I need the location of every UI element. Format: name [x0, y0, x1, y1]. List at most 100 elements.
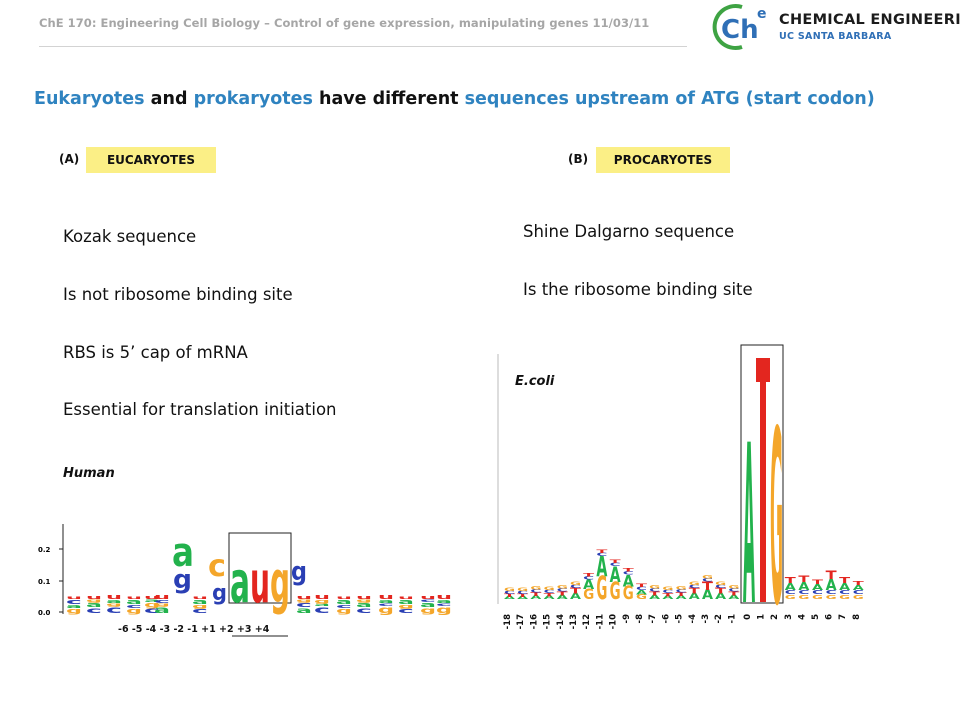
logo-letter: a: [356, 601, 374, 609]
logo-letter: c: [106, 605, 122, 616]
logo-letter: T: [676, 592, 689, 598]
panel-b-line: Is the ribosome binding site: [523, 280, 753, 299]
logo-letter: A: [557, 594, 569, 601]
logo-letter: g: [86, 598, 103, 603]
logo-letter: C: [798, 590, 809, 596]
x-tick-label: -1: [727, 614, 737, 624]
x-tick-label: -16: [529, 614, 539, 629]
logo-letter: g: [378, 605, 394, 616]
logo-letter: G: [570, 581, 583, 586]
logo-letter: G: [770, 379, 783, 659]
logo-letter: A: [798, 580, 810, 593]
logo-letter: A: [544, 595, 556, 601]
logo-letter: a: [144, 598, 162, 603]
logo-letter: u: [296, 595, 313, 601]
logo-letter: C: [636, 586, 647, 591]
logo-letter: C: [544, 589, 555, 594]
x-tick-label: -17: [516, 614, 526, 629]
x-tick-label: -10: [609, 614, 619, 629]
logo-letter: u: [106, 593, 123, 601]
logo-letter: g: [106, 602, 123, 607]
logo-letter: G: [728, 585, 741, 590]
logo-letter: T: [530, 592, 543, 598]
logo-letter: c: [398, 607, 414, 615]
logo-letter: G: [798, 595, 810, 601]
panel-a-letter: (A): [59, 152, 80, 166]
logo-letter: g: [420, 605, 437, 615]
title-part: Eukaryotes: [34, 89, 145, 109]
panel-a-line: Is not ribosome binding site: [63, 285, 293, 304]
title-part: have different: [312, 89, 465, 109]
x-tick-label: -11: [595, 614, 605, 629]
logo-letter: G: [649, 585, 662, 590]
logo-letter: g: [336, 607, 353, 615]
logo-letter: g: [66, 607, 83, 615]
x-tick-label: -3: [701, 614, 711, 624]
logo-letter: g: [314, 599, 331, 605]
logo-letter: A: [785, 582, 797, 593]
x-tick-label: 2: [770, 614, 780, 620]
che-logo-mark: Ch e: [712, 4, 767, 50]
x-tick-label: -2: [714, 614, 724, 624]
logo-letter: u: [250, 548, 270, 616]
logo-letter: A: [583, 578, 594, 593]
logo-letter: g: [398, 604, 415, 610]
logo-letter: u: [398, 595, 415, 600]
logo-letter: T: [785, 576, 798, 585]
x-axis-labels: -6 -5 -4 -3 -2 -1 +1 +2 +3 +4: [118, 624, 270, 635]
logo-letter: A: [504, 595, 518, 600]
logo-letter: c: [296, 601, 312, 609]
logo-letter: G: [689, 581, 702, 586]
logo-letter: C: [530, 588, 541, 593]
logo-letter: T: [504, 593, 516, 598]
logo-letter: G: [610, 576, 621, 605]
logo-superscript: e: [757, 6, 767, 22]
logo-letter: c: [144, 605, 161, 615]
x-tick-label: 6: [825, 614, 835, 620]
logo-letter: c: [436, 602, 456, 607]
logo-letter: a: [230, 548, 250, 616]
x-tick-label: 5: [811, 614, 821, 620]
x-tick-label: -8: [635, 614, 645, 624]
logo-letter: C: [610, 562, 621, 567]
logo-letter: C: [826, 590, 837, 596]
logo-letter: A: [728, 594, 740, 601]
logo-letter: G: [623, 583, 634, 604]
logo-letter: g: [192, 604, 209, 610]
logo-letter: G: [517, 587, 530, 592]
x-tick-label: -7: [648, 614, 658, 624]
logo-letter: c: [192, 607, 208, 615]
logo-letter: T: [544, 592, 555, 598]
logo-letter: T: [570, 587, 583, 596]
logo-letter: c: [420, 598, 440, 603]
logo-letter: T: [649, 592, 661, 598]
logo-department-name: CHEMICAL ENGINEERING: [779, 12, 960, 28]
logo-letter: G: [504, 587, 517, 592]
logo-letter: A: [610, 563, 621, 588]
panel-b-badge: PROCARYOTES: [596, 147, 730, 173]
logo-letter: C: [702, 577, 713, 582]
logo-letter: g: [154, 602, 171, 607]
logo-letter: c: [378, 602, 398, 607]
panel-a-organism: Human: [63, 466, 115, 481]
logo-letter: c: [126, 604, 142, 610]
logo-letter: A: [517, 595, 530, 601]
logo-letter: A: [702, 588, 714, 603]
logo-letter: T: [839, 576, 852, 585]
logo-letter: A: [676, 595, 689, 601]
logo-letter: a: [154, 605, 170, 616]
logo-letter: C: [812, 590, 823, 596]
logo-letter: A: [826, 576, 837, 594]
logo-letter: c: [208, 549, 226, 584]
logo-letter: G: [715, 581, 728, 586]
logo-letter: G: [583, 586, 594, 603]
logo-letter: c: [66, 598, 82, 606]
logo-letter: u: [154, 593, 171, 601]
logo-letter: C: [583, 576, 594, 581]
logo-letter: a: [66, 604, 84, 610]
x-tick-label: -12: [582, 614, 592, 629]
logo-university-name: UC SANTA BARBARA: [779, 31, 892, 42]
title-part: sequences upstream of ATG (start codon): [464, 89, 875, 109]
logo-letter: T: [517, 593, 529, 598]
title-part: and: [144, 89, 194, 109]
